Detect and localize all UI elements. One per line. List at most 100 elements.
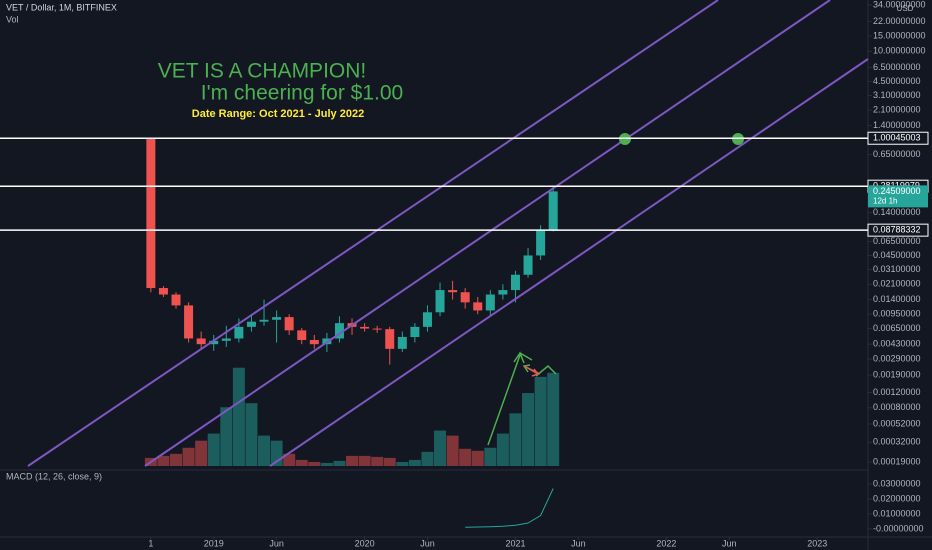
candle-body	[309, 340, 319, 345]
volume-bar	[220, 407, 233, 466]
y-tick-label: 2.10000000	[873, 105, 921, 115]
volume-bar	[333, 460, 346, 466]
x-tick-label: Jun	[420, 538, 435, 548]
annotation: I'm cheering for $1.00	[201, 82, 403, 105]
candle-body	[523, 255, 533, 275]
candle-body	[485, 294, 495, 311]
y-tick-label: 10.00000000	[873, 46, 926, 56]
candle-body	[146, 138, 156, 289]
volume-bar	[207, 433, 220, 466]
volume-bar	[258, 435, 271, 466]
candle-body	[548, 191, 558, 231]
x-tick-label: Jun	[269, 538, 284, 548]
y-tick-label: 0.01400000	[873, 294, 921, 304]
candle-body	[397, 336, 407, 349]
volume-bar	[446, 435, 459, 466]
volume-bar	[232, 367, 245, 466]
volume-bar	[182, 447, 195, 466]
y-tick-label: 0.00190000	[873, 369, 921, 379]
candle-body	[435, 290, 445, 313]
volume-bar	[308, 461, 321, 466]
candle-body	[385, 329, 395, 349]
y-tick-label: 6.50000000	[873, 62, 921, 72]
candle-body	[334, 323, 344, 339]
macd-line	[465, 488, 554, 528]
volume-bar	[358, 455, 371, 466]
macd-tick-label: 0.01000000	[873, 508, 921, 518]
y-tick-label: 0.00120000	[873, 387, 921, 397]
y-tick-label: 0.14000000	[873, 207, 921, 217]
volume-bar	[295, 459, 308, 466]
volume-bar	[245, 403, 258, 466]
candle-body	[473, 302, 483, 311]
candle-body	[410, 326, 420, 337]
candle-body	[510, 274, 520, 291]
x-tick-label: 2019	[204, 538, 224, 548]
volume-bar	[471, 450, 484, 466]
x-tick-label: 2022	[656, 538, 676, 548]
macd-tick-label: -0.00000000	[873, 523, 924, 533]
volume-bar	[459, 448, 472, 466]
candle-body	[498, 290, 508, 295]
y-tick-label: 0.03100000	[873, 264, 921, 274]
volume-bar	[396, 461, 409, 466]
volume-bar	[170, 453, 183, 466]
level-box	[867, 223, 929, 237]
channel-line	[269, 58, 869, 467]
volume-bar	[371, 456, 384, 466]
channel-line	[27, 0, 719, 467]
candle-body	[422, 312, 432, 327]
plot-area	[144, 138, 560, 528]
candle-body	[372, 328, 382, 330]
volume-bar	[509, 413, 522, 466]
y-tick-label: 0.00430000	[873, 339, 921, 349]
target-dot	[619, 133, 631, 145]
x-tick-label: 2023	[807, 538, 827, 548]
channel-line	[144, 0, 831, 467]
macd-label: MACD (12, 26, close, 9)	[6, 471, 102, 481]
annotation: VET IS A CHAMPION!	[158, 60, 367, 83]
volume-bar	[283, 453, 296, 466]
x-tick-label: 1	[148, 538, 153, 548]
candle-body	[184, 305, 194, 339]
candle-body	[171, 294, 181, 306]
y-tick-label: 0.06500000	[873, 236, 921, 246]
candle-body	[158, 288, 168, 295]
currency-label: USD	[897, 4, 914, 13]
x-tick-label: Jun	[571, 538, 586, 548]
y-tick-label: 3.10000000	[873, 90, 921, 100]
last-price-label: 0.24509000	[873, 186, 921, 196]
x-tick-label: 2021	[505, 538, 525, 548]
y-tick-label: 0.04500000	[873, 250, 921, 260]
volume-bar	[408, 459, 421, 466]
candle-body	[221, 338, 231, 341]
last-price-box	[868, 185, 928, 208]
countdown-label: 12d 1h	[873, 197, 897, 206]
volume-bar	[522, 393, 535, 466]
y-tick-label: 0.00019000	[873, 456, 921, 466]
candle-body	[284, 317, 294, 331]
y-tick-label: 4.50000000	[873, 76, 921, 86]
y-tick-label: 0.00950000	[873, 309, 921, 319]
y-tick-label: 0.00080000	[873, 402, 921, 412]
level-label: 0.08788332	[873, 225, 921, 235]
x-tick-label: 2020	[355, 538, 375, 548]
chart-title: VET / Dollar, 1M, BITFINEX	[6, 2, 117, 12]
y-tick-label: 0.00650000	[873, 323, 921, 333]
volume-bar	[320, 462, 333, 466]
candle-body	[272, 317, 282, 320]
volume-bar	[383, 457, 396, 466]
annotation: Date Range: Oct 2021 - July 2022	[192, 108, 364, 120]
candle-body	[448, 290, 458, 293]
candle-body	[196, 338, 206, 345]
y-tick-label: 0.00032000	[873, 437, 921, 447]
arrow-annotation	[523, 365, 540, 377]
candle-body	[536, 230, 546, 256]
volume-bar	[346, 455, 359, 466]
y-tick-label: 0.65000000	[873, 149, 921, 159]
volume-bar	[496, 433, 509, 466]
volume-bar	[547, 372, 560, 466]
volume-bar	[534, 376, 547, 466]
y-tick-label: 15.00000000	[873, 30, 926, 40]
